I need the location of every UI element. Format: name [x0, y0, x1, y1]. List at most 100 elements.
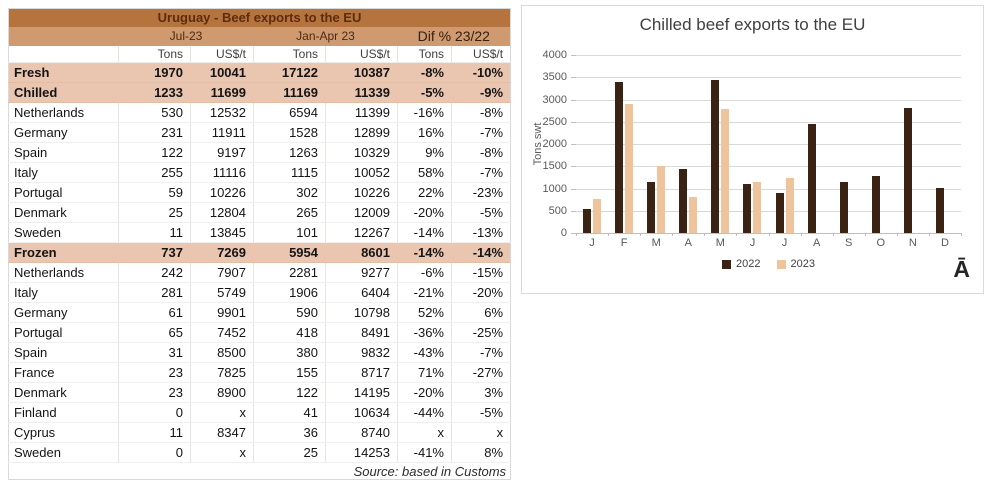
bar-2022-N11: [903, 108, 912, 233]
table-cell: 5749: [190, 282, 254, 303]
units-header: US$/t: [450, 45, 511, 63]
table-cell: 41: [253, 402, 326, 423]
x-axis-tick: [736, 233, 738, 236]
table-cell: x: [450, 422, 511, 443]
y-axis-label: 1500: [542, 160, 567, 173]
table-cell: 13845: [190, 222, 254, 243]
table-cell: -14%: [397, 242, 452, 263]
chart-panel: Chilled beef exports to the EU Tons swt …: [521, 5, 984, 294]
source-note: Source: based in Customs: [8, 462, 511, 480]
bar-2022-A4: [679, 168, 688, 233]
y-axis-tick: [571, 55, 576, 56]
x-axis-label: A: [812, 237, 821, 249]
gridline: [576, 99, 961, 101]
table-row: Netherlands 530 12532 6594 11399 -16% -8%: [8, 102, 511, 123]
table-cell: -36%: [397, 322, 452, 343]
x-axis-tick: [928, 233, 930, 236]
table-cell: 9197: [190, 142, 254, 163]
table-cell: 1263: [253, 142, 326, 163]
table-cell: 10329: [325, 142, 398, 163]
table-cell: 10052: [325, 162, 398, 183]
table-cell: 7825: [190, 362, 254, 383]
row-label: Portugal: [8, 322, 119, 343]
table-cell: 11: [118, 422, 191, 443]
y-axis-label: 3500: [542, 71, 567, 84]
table-cell: 242: [118, 262, 191, 283]
table-cell: 11169: [253, 82, 326, 103]
bar-2023-J7: [785, 178, 794, 233]
y-axis-label: 2000: [542, 138, 567, 150]
table-cell: 8601: [325, 242, 398, 263]
table-cell: 590: [253, 302, 326, 323]
bar-2022-J6: [743, 184, 752, 233]
y-axis-tick: [571, 77, 576, 79]
table-cell: 65: [118, 322, 191, 343]
table-row: Denmark 23 8900 122 14195 -20% 3%: [8, 382, 511, 403]
y-axis-label: 4000: [542, 49, 567, 61]
x-axis-label: D: [940, 237, 949, 249]
table-cell: -43%: [397, 342, 452, 363]
gridline: [576, 55, 961, 56]
table-cell: 255: [118, 162, 191, 183]
table-cell: 25: [118, 202, 191, 223]
y-axis-tick: [571, 144, 576, 145]
table-cell: 8900: [190, 382, 254, 403]
table-cell: 25: [253, 442, 326, 463]
table-cell: 8500: [190, 342, 254, 363]
table-cell: -8%: [450, 142, 511, 163]
x-axis-tick: [832, 233, 834, 236]
table-cell: 265: [253, 202, 326, 223]
table-cell: -25%: [450, 322, 511, 343]
table-cell: 22%: [397, 182, 452, 203]
legend-label: 2022: [736, 258, 761, 270]
row-label: Portugal: [8, 182, 119, 203]
x-axis-tick: [864, 233, 866, 236]
table-cell: -7%: [450, 162, 511, 183]
table-cell: -5%: [397, 82, 452, 103]
x-axis-label: M: [715, 237, 725, 249]
table-cell: -5%: [450, 202, 511, 223]
table-cell: 101: [253, 222, 326, 243]
x-axis-label: F: [620, 237, 628, 249]
table-cell: 10387: [325, 62, 398, 83]
table-cell: 1970: [118, 62, 191, 83]
y-axis-tick: [571, 99, 576, 101]
table-cell: -6%: [397, 262, 452, 283]
bar-2023-J1: [593, 198, 602, 233]
table-cell: 10798: [325, 302, 398, 323]
table-cell: 737: [118, 242, 191, 263]
x-axis-tick: [608, 233, 610, 236]
x-axis-label: O: [876, 237, 886, 249]
plot-area: 0 500 1000 1500 2000 2500 3000 3500 4000 J F M A M J J A…: [543, 49, 962, 249]
table-cell: 11399: [325, 102, 398, 123]
row-label: Chilled: [8, 82, 119, 103]
gridline: [576, 188, 961, 190]
table-row: Spain 122 9197 1263 10329 9% -8%: [8, 142, 511, 163]
table-cell: -23%: [450, 182, 511, 203]
table-cell: 0: [118, 442, 191, 463]
table-cell: 1233: [118, 82, 191, 103]
table-cell: 3%: [450, 382, 511, 403]
table-row: Italy 281 5749 1906 6404 -21% -20%: [8, 282, 511, 303]
table-row: Portugal 65 7452 418 8491 -36% -25%: [8, 322, 511, 343]
legend-item-2022: 2022: [722, 258, 761, 270]
x-axis-tick: [768, 233, 770, 236]
table-cell: -14%: [397, 222, 452, 243]
table-cell: 231: [118, 122, 191, 143]
table-title: Uruguay - Beef exports to the EU: [8, 8, 511, 27]
empty-header-cell: [8, 26, 119, 46]
gridline: [576, 166, 961, 168]
table-cell: 8347: [190, 422, 254, 443]
legend-swatch-icon: [722, 259, 732, 269]
empty-header-cell: [8, 45, 119, 63]
table-cell: 36: [253, 422, 326, 443]
table-cell: -8%: [450, 102, 511, 123]
table-cell: 14253: [325, 442, 398, 463]
gridline: [576, 121, 961, 123]
row-label: Germany: [8, 122, 119, 143]
gridline: [576, 210, 961, 212]
table-cell: -9%: [450, 82, 511, 103]
chart-legend: 2022 2023: [576, 258, 961, 270]
table-cell: 11911: [190, 122, 254, 143]
table-cell: 17122: [253, 62, 326, 83]
